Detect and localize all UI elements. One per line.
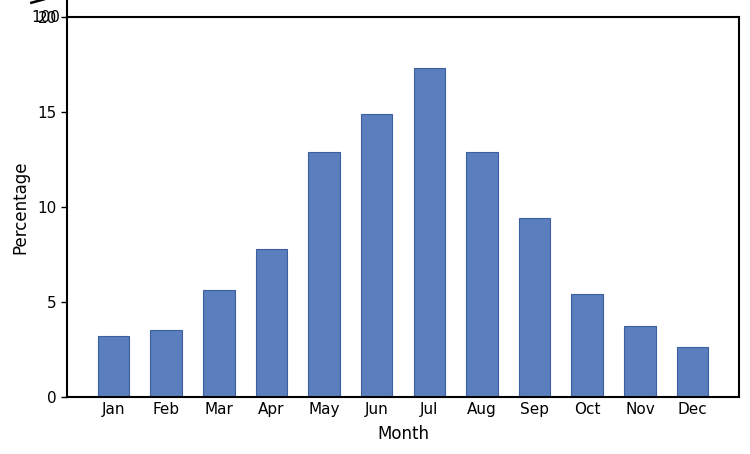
Bar (624, 326, 656, 397)
Bar (98, 336, 129, 397)
Bar (413, 69, 445, 397)
Y-axis label: Percentage: Percentage (11, 160, 29, 254)
Bar (150, 330, 182, 397)
Bar (676, 347, 708, 397)
Bar (308, 152, 340, 397)
Bar (466, 152, 498, 397)
Bar (519, 218, 550, 397)
Bar (256, 249, 287, 397)
X-axis label: Month: Month (377, 425, 429, 443)
Bar (203, 291, 235, 397)
Text: 100: 100 (32, 10, 61, 25)
Bar (572, 294, 603, 397)
Bar (361, 114, 392, 397)
